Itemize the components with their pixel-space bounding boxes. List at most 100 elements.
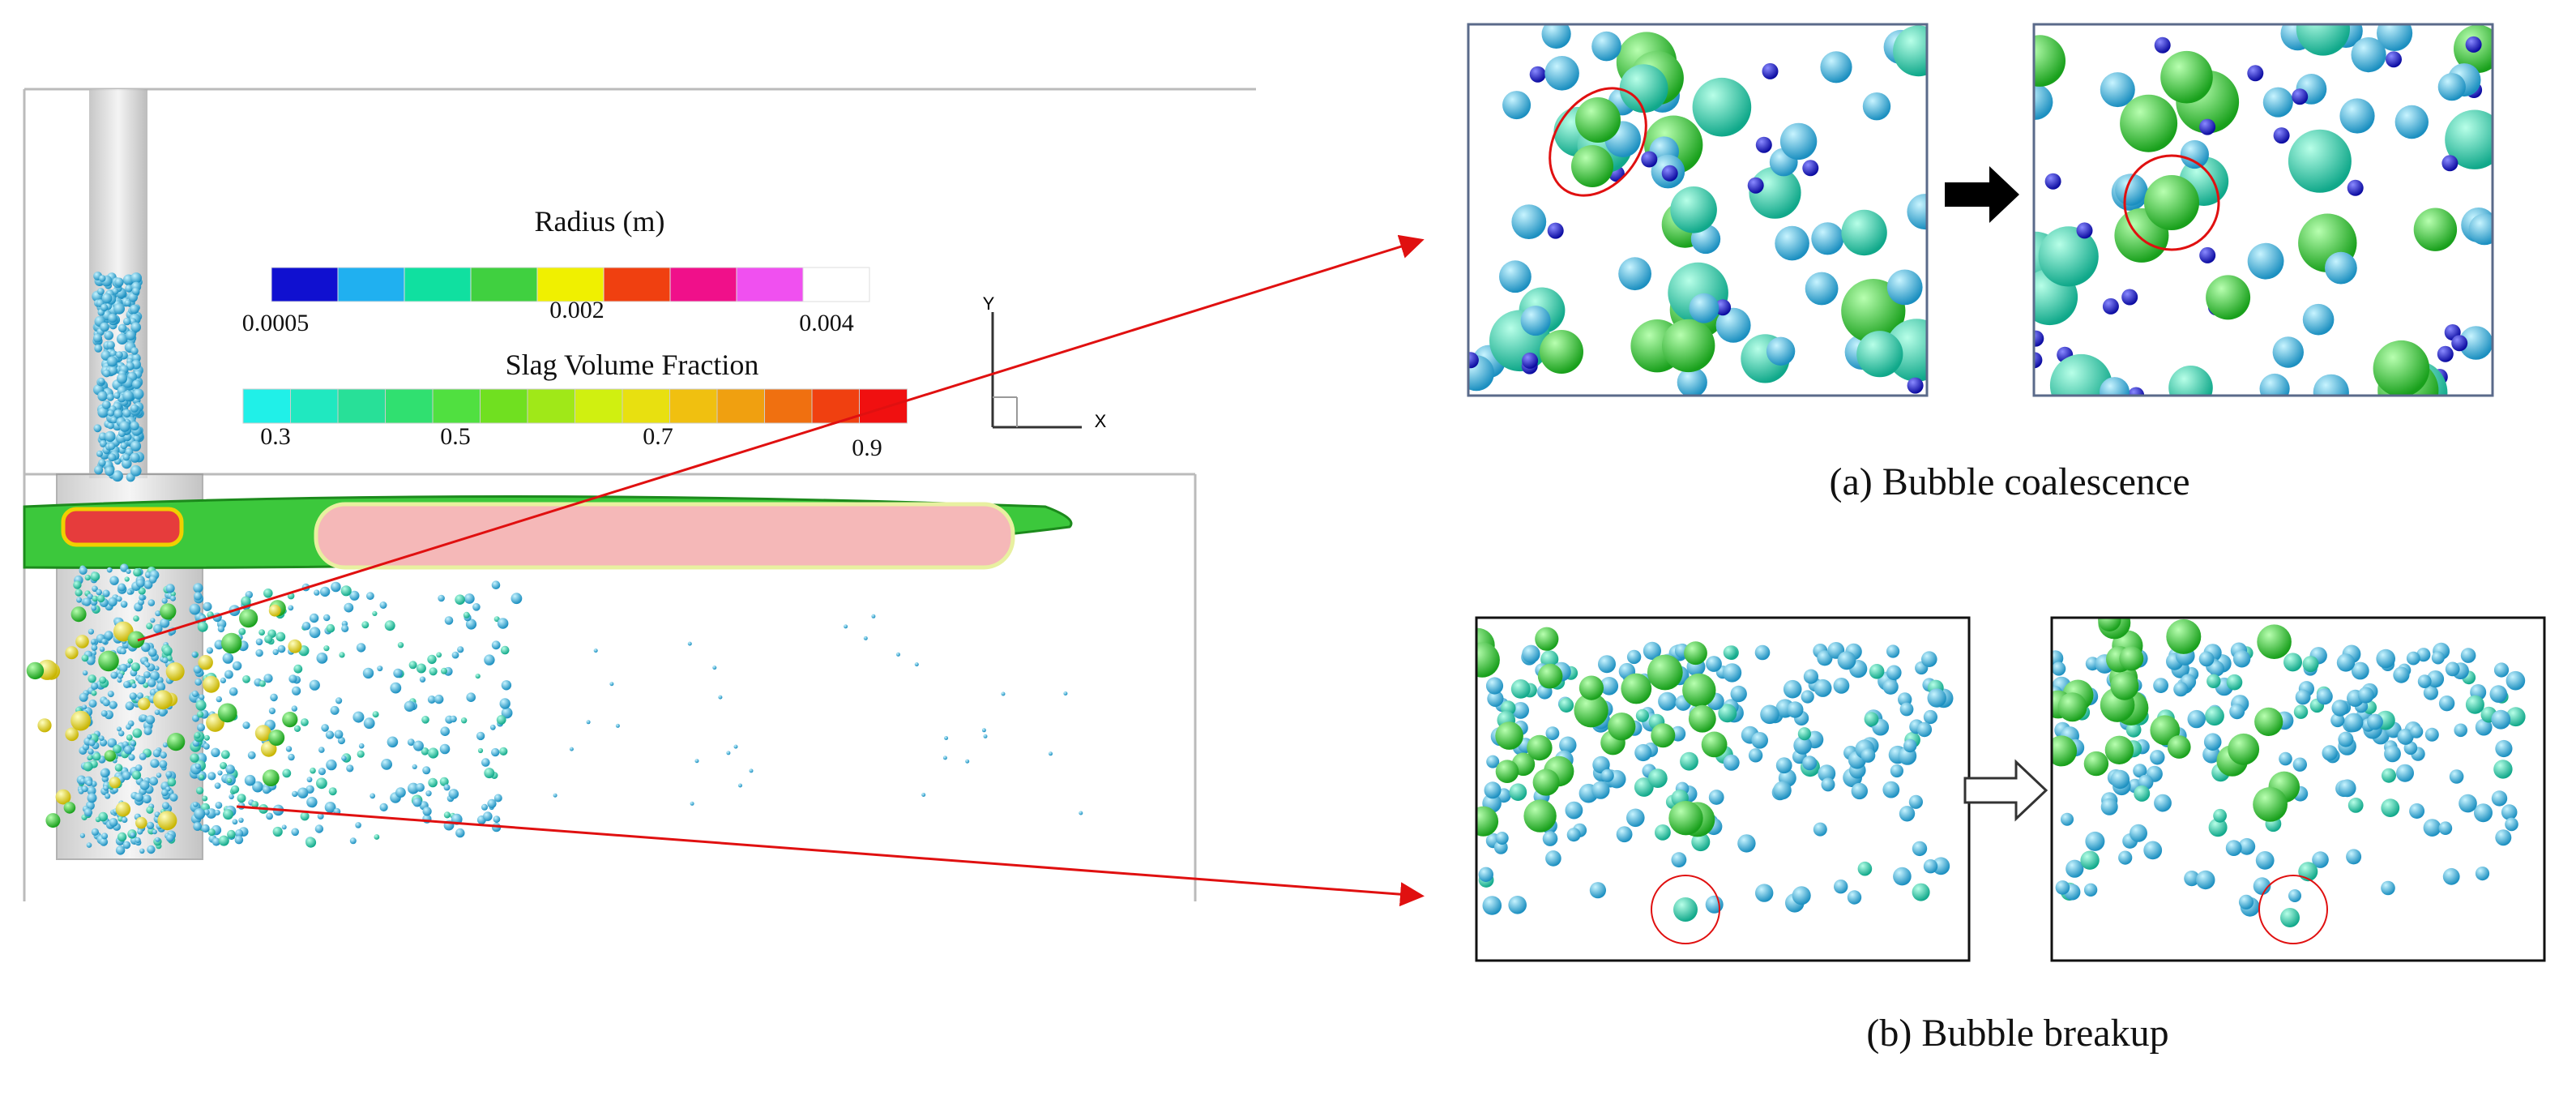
bubble bbox=[1805, 272, 1839, 306]
bubble bbox=[124, 576, 130, 582]
bubble bbox=[229, 687, 238, 696]
bubble bbox=[2166, 618, 2202, 654]
bubble bbox=[914, 662, 919, 667]
bubble bbox=[733, 744, 738, 749]
bubble bbox=[309, 679, 320, 691]
bubble bbox=[123, 681, 130, 688]
bubble bbox=[2110, 769, 2130, 790]
bubble bbox=[316, 653, 328, 664]
bubble bbox=[1578, 675, 1604, 700]
bubble bbox=[2238, 894, 2254, 910]
bubble bbox=[218, 835, 229, 846]
bubble bbox=[79, 832, 85, 838]
bubble bbox=[2501, 804, 2518, 820]
bubble bbox=[100, 322, 109, 332]
bubble bbox=[203, 734, 210, 741]
bubble bbox=[1882, 781, 1900, 798]
bubble bbox=[234, 835, 244, 845]
slag-tick-label: 0.9 bbox=[852, 434, 882, 461]
bubble bbox=[1476, 642, 1500, 678]
bubble bbox=[1751, 732, 1768, 749]
bubble bbox=[2262, 87, 2293, 118]
bubble bbox=[1886, 644, 1900, 658]
bubble bbox=[251, 801, 259, 808]
bubble bbox=[2396, 764, 2414, 782]
bubble bbox=[2144, 175, 2199, 230]
bubble bbox=[162, 742, 169, 748]
bubble bbox=[135, 816, 147, 829]
bubble bbox=[220, 677, 226, 684]
bubble bbox=[439, 777, 449, 786]
bubble bbox=[1775, 757, 1792, 774]
bubble bbox=[106, 340, 115, 349]
bubble bbox=[162, 646, 173, 656]
bubble bbox=[341, 624, 349, 633]
bubble bbox=[194, 808, 206, 820]
bubble bbox=[965, 759, 970, 764]
bubble bbox=[94, 465, 104, 475]
bubble bbox=[117, 726, 122, 732]
bubble bbox=[476, 731, 485, 741]
bubble bbox=[1722, 663, 1742, 683]
bubble bbox=[1662, 319, 1715, 373]
bubble bbox=[126, 724, 132, 730]
bubble bbox=[326, 759, 337, 771]
bubble bbox=[167, 777, 177, 787]
bubble bbox=[2034, 35, 2065, 87]
bubble bbox=[211, 747, 220, 757]
colorbar-segment bbox=[290, 388, 339, 424]
bubble bbox=[1591, 31, 1621, 62]
bubble bbox=[334, 730, 344, 739]
panel-caption: (a) Bubble coalescence bbox=[1829, 460, 2189, 503]
bubble bbox=[126, 330, 136, 340]
bubble bbox=[318, 768, 326, 776]
bubble bbox=[2347, 798, 2364, 813]
bubble bbox=[2460, 648, 2476, 663]
bubble bbox=[26, 661, 45, 680]
bubble bbox=[1626, 649, 1642, 665]
bubble bbox=[138, 599, 145, 606]
bubble bbox=[2493, 662, 2510, 678]
bubble bbox=[102, 699, 110, 707]
bubble bbox=[99, 646, 105, 653]
bubble bbox=[130, 304, 139, 315]
bubble bbox=[463, 611, 470, 618]
bubble bbox=[2154, 36, 2171, 54]
bubble bbox=[83, 597, 92, 606]
bubble bbox=[130, 347, 139, 355]
bubble bbox=[1600, 677, 1619, 696]
bubble bbox=[144, 661, 151, 668]
bubble bbox=[1903, 738, 1917, 753]
bubble bbox=[152, 829, 157, 835]
bubble bbox=[2445, 661, 2460, 677]
bubble bbox=[2160, 50, 2213, 104]
bubble bbox=[2347, 179, 2364, 196]
bubble bbox=[2102, 297, 2119, 315]
bubble bbox=[120, 648, 126, 655]
bubble bbox=[687, 641, 692, 646]
bubble bbox=[2491, 790, 2508, 807]
bubble bbox=[2393, 666, 2410, 683]
bubble bbox=[288, 674, 297, 683]
bubble bbox=[223, 809, 233, 820]
bubble bbox=[106, 393, 114, 401]
bubble bbox=[215, 802, 223, 809]
bubble bbox=[1537, 663, 1563, 689]
bubble bbox=[130, 662, 140, 672]
bubble bbox=[153, 623, 163, 634]
bubble bbox=[122, 816, 128, 824]
bubble bbox=[428, 747, 439, 759]
bubble bbox=[615, 723, 620, 728]
bubble bbox=[2199, 118, 2216, 135]
bubble bbox=[421, 716, 429, 724]
bubble bbox=[2506, 707, 2526, 727]
bubble bbox=[92, 585, 98, 593]
bubble bbox=[2121, 289, 2138, 306]
bubble bbox=[137, 675, 146, 685]
bubble bbox=[139, 594, 145, 601]
bubble bbox=[372, 610, 378, 617]
bubble bbox=[1677, 367, 1707, 396]
bubble bbox=[1912, 841, 1928, 857]
bubble bbox=[2120, 94, 2178, 152]
bubble bbox=[501, 707, 513, 719]
